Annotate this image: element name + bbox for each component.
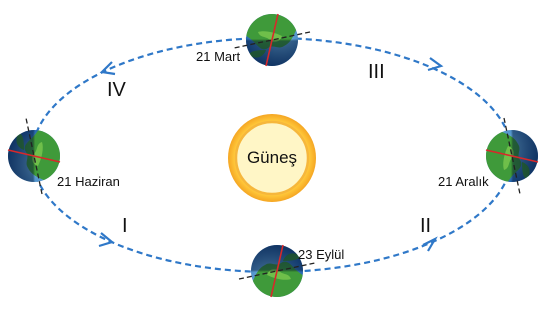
arrow [423, 239, 435, 251]
season-label: III [368, 61, 385, 83]
sun: Güneş [228, 114, 316, 202]
arrow [428, 58, 441, 70]
date-label: 21 Aralık [438, 174, 489, 189]
season-label: II [420, 215, 431, 237]
earth [486, 118, 538, 194]
earth [234, 14, 310, 66]
sun-label: Güneş [247, 148, 297, 167]
date-label: 21 Haziran [57, 174, 120, 189]
season-label: I [122, 215, 128, 237]
season-label: IV [107, 79, 127, 101]
arrow [99, 233, 112, 246]
date-label: 23 Eylül [298, 247, 344, 262]
diagram: Güneş 21 Mart 21 Haziran 23 Eylül 21 Ara… [0, 0, 539, 311]
earth [8, 118, 60, 194]
date-label: 21 Mart [196, 49, 240, 64]
